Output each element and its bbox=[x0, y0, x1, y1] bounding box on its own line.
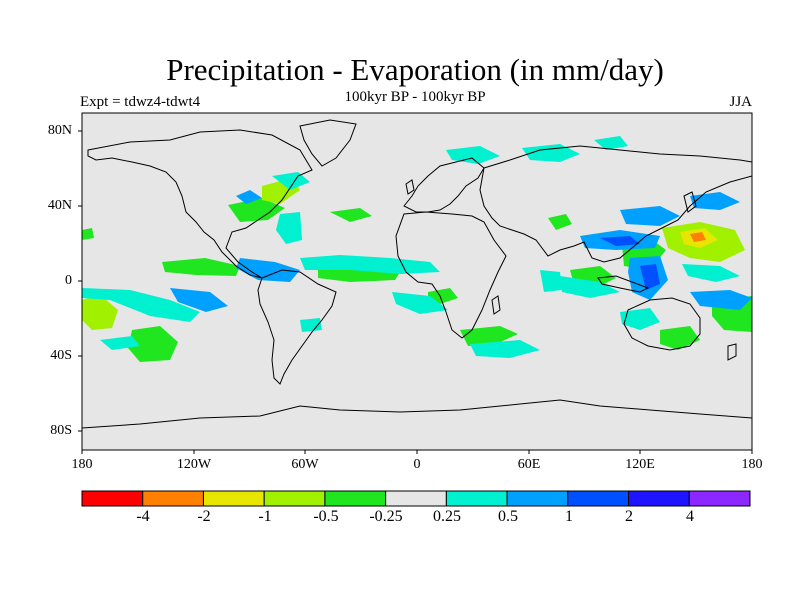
colorbar-label: -0.25 bbox=[369, 508, 403, 525]
anomaly-patch bbox=[276, 212, 302, 244]
colorbar-label: 0.5 bbox=[498, 508, 518, 525]
lon-label-180e: 180 bbox=[741, 457, 763, 472]
axis-ticks bbox=[78, 130, 753, 454]
anomaly-patch bbox=[128, 326, 178, 362]
colorbar-box bbox=[628, 490, 690, 507]
lat-label-80s: 80S bbox=[50, 423, 72, 438]
anomaly-patch bbox=[660, 326, 700, 350]
colorbar-label: -2 bbox=[197, 508, 211, 525]
anomaly-patch bbox=[540, 270, 562, 292]
lon-label-0: 0 bbox=[413, 457, 421, 472]
colorbar-label: -0.5 bbox=[313, 508, 339, 525]
coast-greenland bbox=[299, 119, 357, 167]
anomaly-patch bbox=[228, 198, 285, 222]
lon-label-60e: 60E bbox=[517, 457, 541, 472]
anomaly-patch bbox=[446, 146, 500, 164]
colorbar-label: 2 bbox=[625, 508, 633, 525]
anomaly-patch bbox=[236, 190, 262, 204]
coast-madagascar bbox=[491, 295, 501, 315]
anomaly-patch bbox=[330, 208, 372, 222]
season-label: JJA bbox=[729, 94, 752, 110]
coast-antarctica bbox=[82, 399, 752, 429]
colorbar-label: -1 bbox=[258, 508, 272, 525]
colorbar-box bbox=[324, 490, 387, 507]
lon-label-180w: 180 bbox=[71, 457, 93, 472]
anomaly-patch bbox=[600, 236, 640, 246]
anomaly-patch bbox=[690, 290, 752, 310]
coast-australia bbox=[623, 297, 701, 351]
colorbar bbox=[81, 490, 751, 507]
lat-label-40n: 40N bbox=[47, 198, 72, 213]
coast-asia bbox=[479, 145, 752, 263]
anomaly-patch bbox=[82, 288, 200, 322]
colorbar-box bbox=[202, 490, 265, 507]
lon-label-60w: 60W bbox=[291, 457, 319, 472]
anomaly-patch bbox=[560, 276, 620, 298]
coast-japan bbox=[683, 191, 697, 213]
colorbar-box bbox=[81, 490, 144, 507]
coast-south-america bbox=[257, 269, 337, 385]
experiment-label: Expt = tdwz4-tdwt4 bbox=[80, 94, 201, 110]
colorbar-label: 4 bbox=[686, 508, 694, 525]
coast-indonesia bbox=[597, 275, 650, 293]
anomaly-patch bbox=[620, 206, 680, 226]
colorbar-box bbox=[263, 490, 326, 507]
colorbar-box bbox=[445, 490, 508, 507]
anomaly-patch bbox=[594, 136, 628, 150]
coast-north-america bbox=[87, 129, 313, 279]
lat-label-0: 0 bbox=[65, 273, 72, 288]
lat-label-80n: 80N bbox=[47, 123, 72, 138]
coast-new-zealand bbox=[727, 343, 737, 361]
anomaly-patch bbox=[272, 172, 310, 190]
coast-europe bbox=[403, 157, 485, 213]
colorbar-label: 0.25 bbox=[433, 508, 461, 525]
anomaly-patch bbox=[470, 340, 540, 358]
anomaly-patch bbox=[82, 228, 94, 240]
anomaly-patch bbox=[428, 288, 458, 304]
colorbar-box bbox=[567, 490, 630, 507]
anomaly-patch bbox=[548, 214, 572, 230]
coast-britain bbox=[405, 179, 415, 195]
chart-subtitle: 100kyr BP - 100kyr BP bbox=[344, 89, 486, 105]
colorbar-box bbox=[385, 490, 447, 507]
lon-label-120w: 120W bbox=[176, 457, 212, 472]
anomaly-patch bbox=[300, 318, 322, 332]
anomaly-patch bbox=[690, 192, 740, 210]
colorbar-label: 1 bbox=[565, 508, 573, 525]
anomaly-patch bbox=[392, 292, 448, 314]
chart-title: Precipitation - Evaporation (in mm/day) bbox=[166, 52, 664, 87]
colorbar-box bbox=[688, 490, 751, 507]
colorbar-box bbox=[506, 490, 569, 507]
anomaly-patch bbox=[522, 144, 580, 162]
anomaly-patch bbox=[690, 232, 706, 242]
colorbar-label: -4 bbox=[136, 508, 150, 525]
anomaly-patch bbox=[620, 308, 660, 330]
anomaly-patch bbox=[682, 264, 740, 282]
anomaly-patch bbox=[640, 264, 660, 290]
anomaly-patch bbox=[82, 295, 118, 330]
anomaly-patch bbox=[460, 326, 518, 346]
lat-label-40s: 40S bbox=[50, 348, 72, 363]
anomaly-patch bbox=[162, 258, 240, 276]
coast-africa bbox=[395, 211, 507, 339]
anomaly-patch bbox=[170, 288, 228, 312]
coastlines bbox=[82, 119, 752, 429]
lon-label-120e: 120E bbox=[625, 457, 655, 472]
anomaly-patch bbox=[100, 336, 140, 350]
colorbar-box bbox=[142, 490, 204, 507]
